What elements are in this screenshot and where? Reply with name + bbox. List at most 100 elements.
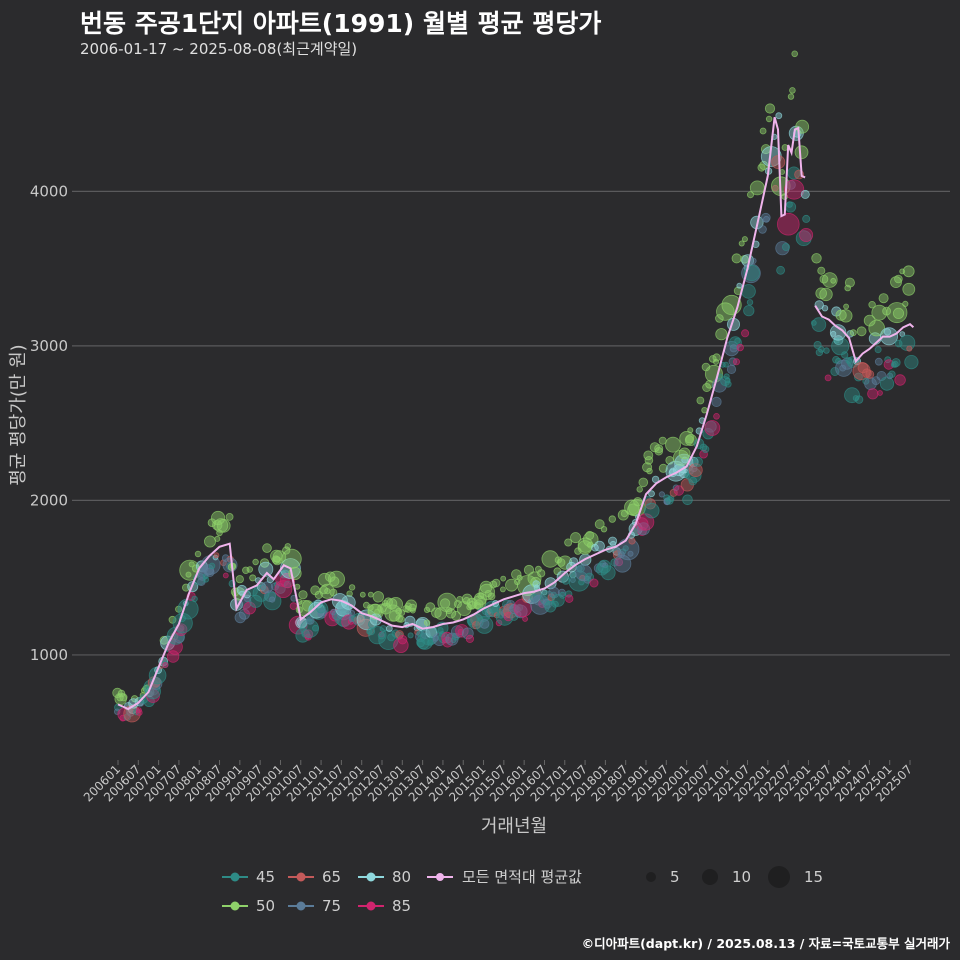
data-point [397,635,408,645]
data-point [759,127,767,135]
data-point [602,562,609,569]
data-point [775,112,783,120]
data-point [658,436,667,445]
legend-item-85: 85 [358,897,411,915]
data-point [479,580,493,594]
data-point [728,357,737,366]
data-point [249,574,257,582]
legend-item-65: 65 [288,868,341,886]
data-point [685,435,694,444]
data-point [456,596,464,603]
data-point [906,345,913,352]
data-point [289,602,298,610]
legend-item-45: 45 [222,868,275,886]
data-point [696,396,705,405]
y-axis-label: 평균 평당가(만 원) [8,344,29,485]
data-point [628,537,636,545]
data-point [306,616,315,625]
data-point [830,366,840,376]
data-point [622,545,629,552]
data-point [194,550,202,558]
data-point [617,537,640,561]
data-point [831,337,850,356]
data-point [749,180,765,196]
data-point [799,227,814,242]
data-point [146,689,160,703]
data-point [736,343,744,352]
y-tick-label: 3000 [30,337,68,355]
data-point [843,303,849,310]
data-point [499,586,506,593]
data-point [787,93,795,100]
data-point [279,572,296,589]
data-point [513,598,533,618]
data-point [617,551,625,559]
data-point [868,319,885,337]
data-point [736,282,743,289]
data-point [437,592,457,613]
legend-item-75: 75 [288,897,341,915]
data-point [570,532,582,544]
source-caption: ©디아파트(dapt.kr) / 2025.08.13 / 자료=국토교통부 실… [581,936,950,951]
data-point [829,324,847,341]
data-point [741,263,761,284]
data-point [800,189,810,199]
data-point [113,708,121,715]
data-point [367,591,374,598]
data-point [177,624,185,632]
y-tick-label: 4000 [30,182,68,200]
data-point [582,531,599,548]
legend-label: 50 [256,897,275,915]
data-point [516,574,523,581]
chart-title: 번동 주공1단지 아파트(1991) 월별 평균 평당가 [80,9,602,38]
legend-swatch-dot [366,872,376,882]
data-point [711,396,722,407]
data-point [684,433,697,446]
legend-label: 85 [392,897,411,915]
data-point [704,420,721,436]
data-point [817,346,825,353]
data-point [750,257,757,265]
data-point [302,600,314,612]
data-point [724,380,732,388]
data-point [372,591,385,603]
data-point [312,624,319,632]
data-point [252,558,259,566]
data-point [535,565,542,573]
data-point [687,427,694,434]
data-point [665,436,681,453]
data-point [817,266,826,275]
data-point [883,328,892,336]
data-point [802,214,811,223]
data-point [439,598,451,609]
data-point [274,580,293,598]
data-point [868,301,876,309]
data-point [712,353,721,362]
legend-item-average: 모든 면적대 평균값 [427,868,582,886]
data-point [327,570,345,588]
data-point [537,569,546,578]
data-point [902,300,909,307]
data-point [561,576,571,585]
data-point [891,360,899,368]
data-point [316,603,326,614]
data-point [608,515,616,523]
legend-label: 45 [256,868,275,886]
data-point [856,326,867,337]
legend-swatch-dot [366,901,376,911]
data-point [423,619,431,626]
data-point [686,467,702,483]
data-point [682,494,693,506]
data-point [271,555,281,564]
data-point [565,594,574,603]
data-point [835,357,842,365]
data-point [191,595,198,603]
legend-item-50: 50 [222,897,275,915]
data-point [874,357,883,366]
data-point [258,561,274,577]
data-point [713,412,720,420]
data-point [741,236,748,243]
data-point [211,510,226,526]
average-line [117,116,915,711]
data-point [658,491,666,498]
